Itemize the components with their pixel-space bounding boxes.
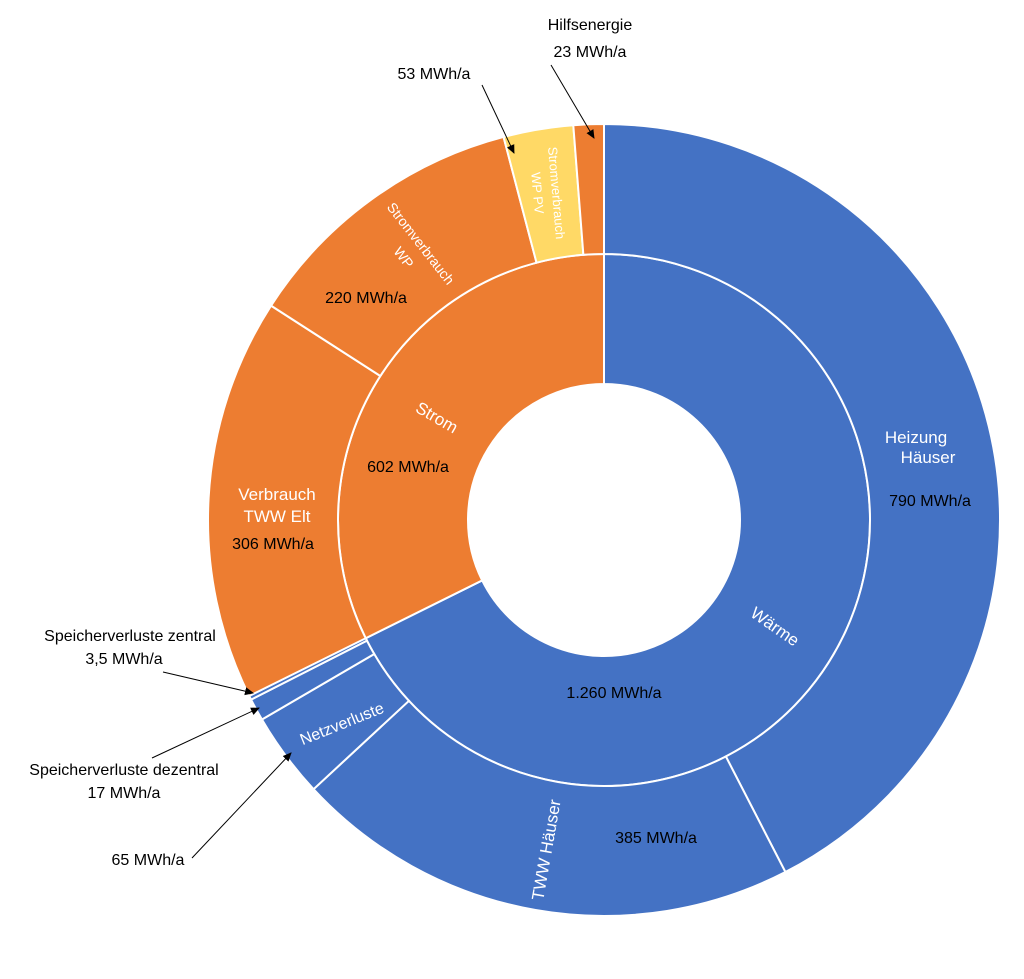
verbrauch-label-line2: TWW Elt	[243, 507, 310, 526]
wppv-label-line2: WP PV	[528, 172, 547, 215]
verbrauch-label-line1: Verbrauch	[238, 485, 316, 504]
outer-slice-hilfsenergie	[572, 122, 605, 256]
strom-value-label: 602 MWh/a	[367, 459, 449, 476]
speicher-zentral-value-label: 3,5 MWh/a	[85, 651, 162, 668]
speicher-zentral-name-label: Speicherverluste zentral	[44, 628, 216, 645]
heizung-value-label: 790 MWh/a	[889, 493, 971, 510]
hilfsenergie-value-label: 23 MWh/a	[554, 44, 627, 61]
inner-ring	[337, 252, 871, 787]
netzverluste-value-annotation: 65 MWh/a	[112, 852, 185, 869]
waerme-value-label: 1.260 MWh/a	[566, 685, 661, 702]
speicher-zentral-arrow	[162, 671, 254, 696]
netzverluste-arrow	[191, 752, 292, 859]
speicher-dezentral-value-label: 17 MWh/a	[88, 785, 161, 802]
tww-haeuser-value-label: 385 MWh/a	[615, 830, 697, 847]
hilfsenergie-arrow	[550, 64, 595, 139]
speicher-dezentral-arrow	[151, 707, 260, 759]
heizung-label-line2: Häuser	[901, 448, 956, 467]
outer-slice-heizung-haeuser	[603, 122, 1001, 874]
verbrauch-value-label: 306 MWh/a	[232, 536, 314, 553]
hilfsenergie-name-label: Hilfsenergie	[548, 17, 633, 34]
wppv-value-annotation: 53 MWh/a	[398, 66, 471, 83]
outer-slice-tww-haeuser	[312, 699, 787, 917]
heizung-label-line1: Heizung	[885, 428, 947, 447]
outer-ring	[207, 122, 1001, 917]
wppv-arrow	[481, 84, 515, 154]
wp-value-label: 220 MWh/a	[325, 290, 407, 307]
speicher-dezentral-name-label: Speicherverluste dezentral	[29, 762, 218, 779]
